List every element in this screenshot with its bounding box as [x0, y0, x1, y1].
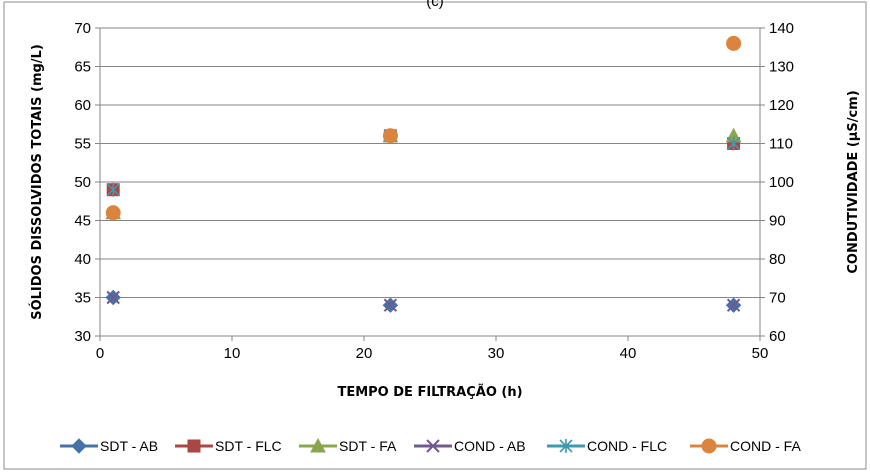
y-tick-label: 40 — [74, 251, 91, 268]
data-point — [383, 298, 398, 312]
data-point — [382, 128, 398, 144]
data-point — [726, 298, 741, 312]
y-tick-label: 70 — [74, 20, 91, 37]
grid-lines — [100, 27, 760, 298]
x-tick-label: 20 — [356, 345, 373, 362]
y2-axis-title: CONDUTIVIDADE (µS/cm) — [846, 90, 861, 273]
legend-label: COND - FLC — [587, 438, 667, 454]
y-tick-label: 65 — [74, 59, 91, 76]
chart-title: (c) — [426, 0, 444, 10]
y2-tick-label: 110 — [769, 136, 793, 153]
y2-tick-label: 80 — [769, 251, 786, 268]
legend-label: COND - AB — [454, 438, 526, 454]
y2-tick-label: 130 — [769, 59, 794, 76]
data-points — [105, 35, 742, 313]
axes: 3035404550556065706070809010011012013014… — [74, 20, 794, 362]
y-tick-label: 50 — [74, 174, 91, 191]
legend-marker — [71, 438, 87, 454]
legend-label: SDT - AB — [100, 438, 158, 454]
y-axis-title: SÓLIDOS DISSOLVIDOS TOTAIS (mg/L) — [29, 44, 45, 320]
y-tick-label: 55 — [74, 136, 91, 153]
legend-label: SDT - FLC — [215, 438, 282, 454]
x-axis-title: TEMPO DE FILTRAÇÃO (h) — [337, 384, 522, 400]
legend-marker — [187, 439, 201, 453]
y-tick-label: 45 — [74, 213, 91, 230]
x-tick-label: 0 — [96, 345, 104, 362]
y-tick-label: 30 — [74, 328, 91, 345]
legend-label: COND - FA — [730, 438, 801, 454]
x-tick-label: 10 — [224, 345, 241, 362]
x-tick-label: 40 — [620, 345, 637, 362]
data-point — [106, 182, 120, 197]
y2-tick-label: 140 — [769, 20, 794, 37]
x-tick-label: 50 — [752, 345, 769, 362]
y-tick-label: 60 — [74, 97, 91, 114]
y2-tick-label: 120 — [769, 97, 794, 114]
y2-tick-label: 100 — [769, 174, 794, 191]
y-tick-label: 35 — [74, 290, 91, 307]
y2-tick-label: 60 — [769, 328, 786, 345]
data-point — [727, 136, 741, 151]
legend: SDT - AB SDT - FLC SDT - FA COND - AB COND -… — [60, 437, 801, 454]
y2-tick-label: 90 — [769, 213, 786, 230]
legend-marker — [426, 439, 440, 453]
x-tick-label: 30 — [488, 345, 505, 362]
data-point — [106, 290, 120, 305]
legend-marker — [559, 439, 573, 453]
legend-label: SDT - FA — [339, 438, 397, 454]
legend-marker — [310, 437, 326, 453]
legend-marker — [701, 438, 717, 454]
y2-tick-label: 70 — [769, 290, 786, 307]
data-point — [726, 35, 742, 51]
data-point — [105, 205, 121, 221]
